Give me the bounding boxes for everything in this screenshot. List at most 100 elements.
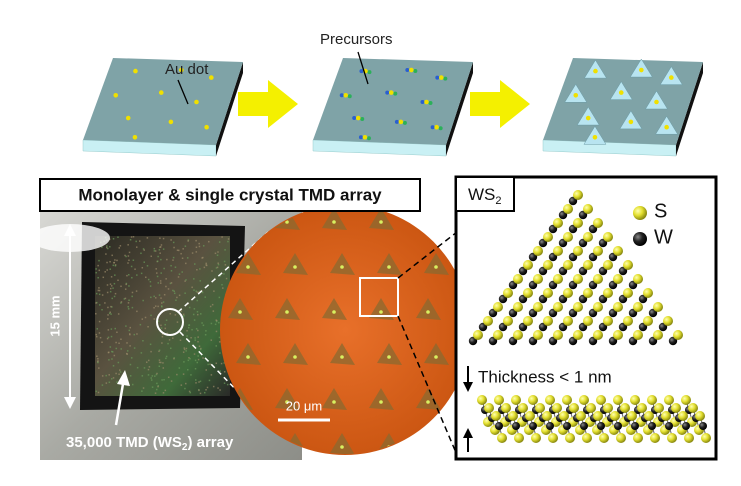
speck	[208, 240, 210, 243]
size-label: 15 mm	[47, 295, 62, 336]
speck	[153, 247, 156, 250]
speck	[153, 318, 156, 320]
speck	[166, 258, 168, 261]
speck	[206, 386, 209, 389]
s-atom	[593, 246, 603, 256]
au-dot	[246, 265, 250, 269]
speck	[157, 305, 159, 308]
speck	[118, 342, 120, 344]
speck	[186, 330, 188, 332]
s-atom	[583, 288, 593, 298]
speck	[188, 356, 190, 359]
au-dot	[379, 400, 383, 404]
speck	[170, 239, 172, 241]
precursor	[358, 135, 363, 140]
speck	[109, 283, 112, 285]
array-label: 35,000 TMD (WS2) array	[66, 434, 234, 453]
speck	[165, 319, 168, 321]
speck	[202, 324, 205, 327]
speck	[111, 350, 113, 353]
speck	[193, 353, 196, 355]
speck	[222, 287, 224, 289]
speck	[113, 295, 116, 298]
speck	[129, 345, 131, 347]
speck	[173, 292, 176, 295]
au-dot	[387, 265, 391, 269]
au-dot	[628, 119, 634, 125]
banner-text: Monolayer & single crystal TMD array	[78, 185, 382, 204]
precursor	[438, 126, 443, 131]
speck	[110, 305, 112, 308]
speck	[157, 255, 159, 258]
crystal	[377, 343, 402, 365]
speck	[169, 347, 172, 350]
speck	[111, 358, 113, 360]
speck	[155, 297, 157, 299]
speck	[204, 334, 207, 336]
speck	[217, 263, 220, 266]
speck	[145, 276, 147, 279]
speck	[198, 345, 201, 348]
speck	[162, 237, 165, 240]
speck	[198, 381, 200, 383]
speck	[184, 292, 186, 294]
speck	[124, 288, 127, 290]
precursor	[352, 116, 357, 121]
speck	[147, 374, 150, 376]
crystal	[236, 253, 261, 275]
speck	[149, 285, 152, 287]
speck	[112, 264, 115, 267]
speck	[163, 293, 166, 296]
speck	[205, 262, 207, 265]
speck	[114, 265, 117, 267]
zoom-line	[397, 231, 458, 279]
speck	[126, 274, 128, 277]
speck	[172, 256, 175, 259]
s-atom	[650, 433, 660, 443]
panel-title: WS2	[468, 185, 502, 206]
speck	[161, 302, 163, 304]
speck	[165, 285, 167, 288]
speck	[95, 302, 97, 304]
speck	[224, 264, 227, 266]
speck	[192, 313, 195, 316]
speck	[180, 310, 183, 312]
speck	[98, 332, 101, 334]
speck	[136, 366, 139, 369]
s-atom	[508, 411, 518, 421]
zoom-line	[397, 315, 458, 456]
crystal	[377, 253, 402, 275]
speck	[151, 386, 154, 388]
speck	[173, 246, 175, 249]
speck	[130, 357, 133, 359]
au-dot	[332, 400, 336, 404]
speck	[201, 322, 203, 324]
speck	[193, 278, 195, 280]
zoom-marker	[156, 308, 184, 336]
speck	[107, 314, 109, 316]
au-dot	[669, 75, 674, 80]
s-atom	[523, 288, 533, 298]
micrograph	[220, 205, 470, 455]
speck	[205, 388, 207, 391]
speck	[160, 327, 163, 329]
speck	[124, 297, 127, 300]
speck	[127, 244, 129, 246]
speck	[135, 246, 138, 248]
au-dot	[125, 115, 131, 121]
speck	[164, 323, 166, 326]
speck	[142, 299, 144, 302]
crystal	[330, 433, 355, 454]
speck	[141, 318, 144, 320]
speck	[126, 350, 129, 352]
speck	[97, 264, 99, 267]
speck	[159, 280, 162, 282]
speck	[133, 333, 136, 336]
au-dot	[388, 90, 394, 95]
speck	[109, 311, 112, 314]
speck	[126, 342, 128, 344]
speck	[149, 343, 152, 346]
speck	[188, 324, 190, 326]
speck	[98, 287, 100, 289]
au-dot	[434, 124, 439, 130]
